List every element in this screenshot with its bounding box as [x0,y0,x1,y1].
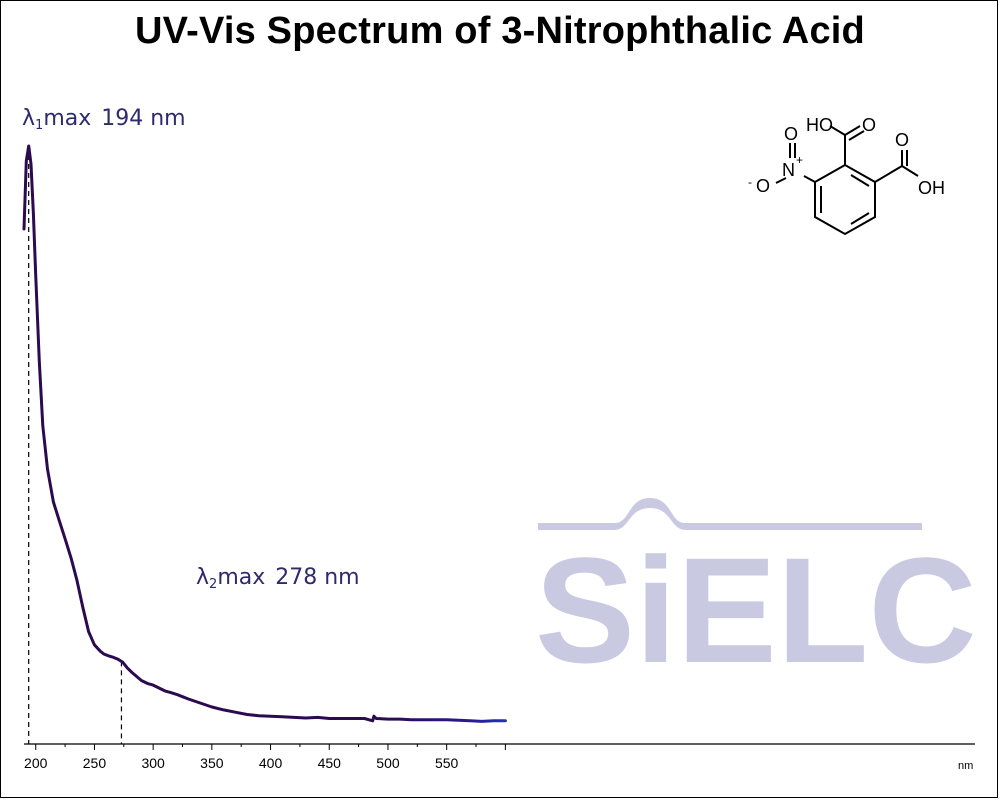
x-tick-label-400: 400 [259,755,283,771]
peak-label-2-subscript: 2 [209,577,218,592]
atom-label-oh: OH [918,178,945,198]
peak-label-1: λ1max 194 nm [22,106,186,133]
carboxyl-oh-bond-1 [829,125,846,136]
atom-label-ho: HO [806,115,833,135]
peak-label-1-value: 194 nm [101,106,186,131]
x-tick-label-250: 250 [83,755,107,771]
x-tick-label-300: 300 [141,755,165,771]
atom-charge-plus: + [796,153,803,167]
atom-label-o-1: O [862,115,876,135]
peak-label-2-symbol: λ [196,565,210,590]
atom-label-n: N [782,160,795,180]
atom-label-o-3: O [784,124,798,144]
sielc-watermark: SiELC [535,498,977,694]
nitro-o-bond [775,177,787,184]
watermark-swoosh [538,498,922,530]
x-tick-label-450: 450 [318,755,342,771]
spectrum-line [22,144,507,723]
nitro-bond [803,175,816,183]
ring-double-bond-2 [850,212,870,225]
x-tick-label-350: 350 [200,755,224,771]
x-axis-unit-label: nm [958,760,974,772]
molecule-labels: HO O O OH O N + - O [748,115,945,198]
molecule-structure [775,125,919,236]
carboxyl-oh-bond-2 [901,165,919,177]
peak-label-1-symbol: λ [22,106,36,131]
x-tick-label-550: 550 [435,755,459,771]
x-tick-label-500: 500 [376,755,400,771]
x-axis-ticks [35,744,506,750]
atom-label-o-2: O [895,130,909,150]
watermark-text: SiELC [535,526,977,694]
peak-label-2: λ2max 278 nm [196,565,360,592]
atom-charge-minus: - [748,175,752,189]
peak-label-2-text: max [217,565,266,590]
carboxyl-bond-2 [874,165,903,183]
x-tick-label-200: 200 [24,755,48,771]
peak-markers [28,146,123,744]
peak-label-2-value: 278 nm [275,565,360,590]
peak-label-1-text: max [43,106,92,131]
carboxyl-co-bond-1b [848,130,865,141]
peak-label-1-subscript: 1 [35,118,44,133]
carboxyl-co-bond-1a [844,125,861,136]
benzene-ring [814,163,876,236]
atom-label-o-4: O [756,176,770,196]
x-axis-tick-labels: 200 250 300 350 400 450 500 550 [24,755,458,771]
ring-double-bond-1 [850,174,870,187]
chart-title: UV-Vis Spectrum of 3-Nitrophthalic Acid [135,10,865,52]
